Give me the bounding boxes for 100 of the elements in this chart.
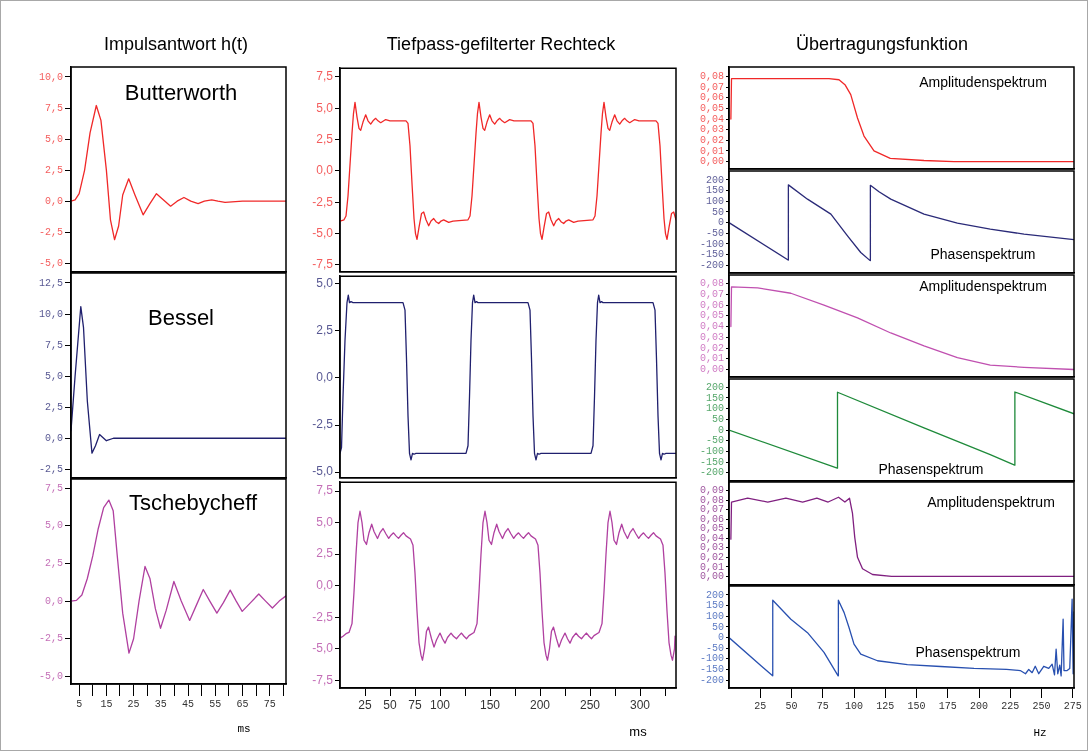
y-tick-label: 10,0 (38, 71, 63, 83)
y-tick-label: 100 (705, 195, 724, 207)
x-axis-title: ms (237, 722, 251, 735)
y-tick-label: 150 (705, 185, 724, 197)
y-tick-label: 0,04 (699, 113, 724, 125)
y-tick-label: 5,0 (316, 276, 334, 291)
x-tick-label: 45 (182, 698, 195, 710)
y-tick-label: 7,5 (316, 69, 334, 84)
x-tick-label: 65 (236, 698, 249, 710)
y-tick-label: 0,07 (699, 81, 724, 93)
y-tick-label: 0,04 (699, 321, 724, 333)
x-tick-label: 5 (76, 698, 83, 710)
x-tick-label: 200 (529, 697, 551, 712)
annotation: Phasenspektrum (930, 246, 1036, 262)
y-tick-label: 0 (717, 424, 724, 436)
x-tick-label: 150 (479, 697, 501, 712)
y-tick-label: -100 (699, 238, 724, 250)
y-tick-label: -100 (699, 445, 724, 457)
x-tick-label: 125 (876, 700, 895, 712)
x-tick-label: 50 (785, 700, 798, 712)
x-tick-label: 75 (263, 698, 276, 710)
y-tick-label: 0,03 (699, 331, 724, 343)
y-tick-label: 2,5 (316, 131, 334, 146)
y-tick-label: 7,5 (44, 482, 63, 494)
y-tick-label: 0,01 (699, 353, 724, 365)
y-tick-label: -2,5 (38, 463, 63, 475)
y-tick-label: 0,02 (699, 134, 724, 146)
y-tick-label: 0,0 (44, 432, 63, 444)
y-tick-label: 0,00 (699, 364, 724, 376)
y-tick-label: -200 (699, 467, 724, 479)
y-tick-label: 0,03 (699, 542, 724, 554)
y-tick-label: 0,08 (699, 278, 724, 290)
y-tick-label: 100 (705, 403, 724, 415)
x-tick-label: 15 (100, 698, 113, 710)
y-tick-label: -2,5 (38, 633, 63, 645)
y-tick-label: -200 (699, 674, 724, 686)
y-tick-label: 0,01 (699, 145, 724, 157)
y-tick-label: -50 (705, 642, 724, 654)
x-tick-label: 100 (844, 700, 864, 712)
y-tick-label: 50 (711, 621, 724, 633)
y-tick-label: 200 (705, 381, 724, 393)
x-tick-label: 275 (1063, 700, 1082, 712)
y-tick-label: -2,5 (38, 226, 63, 238)
y-tick-label: -150 (699, 456, 724, 468)
annotation: Amplitudenspektrum (919, 74, 1047, 90)
x-tick-label: 250 (579, 697, 601, 712)
annotation: Amplitudenspektrum (919, 278, 1047, 294)
y-tick-label: 0,0 (44, 595, 63, 607)
y-tick-label: 200 (705, 589, 724, 601)
annotation: Phasenspektrum (878, 461, 984, 477)
x-tick-label: 35 (154, 698, 167, 710)
y-tick-label: 0 (717, 217, 724, 229)
y-tick-label: 5,0 (44, 520, 63, 532)
y-tick-label: -5,0 (38, 671, 63, 683)
annotation: Butterworth (124, 80, 238, 105)
x-tick-label: 225 (1001, 700, 1020, 712)
y-tick-label: 0,07 (699, 288, 724, 300)
x-tick-label: 250 (1032, 700, 1051, 712)
y-tick-label: 0,0 (316, 578, 334, 593)
x-axis-title: Hz (1033, 726, 1047, 739)
y-tick-label: -5,0 (312, 464, 334, 479)
x-tick-label: 175 (938, 700, 957, 712)
x-tick-label: 150 (907, 700, 926, 712)
annotation: Phasenspektrum (915, 644, 1021, 660)
y-tick-label: 7,5 (316, 483, 334, 498)
x-tick-label: 25 (127, 698, 140, 710)
y-tick-label: 100 (705, 610, 724, 622)
y-tick-label: 5,0 (44, 133, 63, 145)
x-tick-label: 75 (408, 697, 422, 712)
y-tick-label: 0,02 (699, 342, 724, 354)
y-tick-label: 0,08 (699, 494, 724, 506)
y-tick-label: -5,0 (312, 641, 334, 656)
y-tick-label: -150 (699, 249, 724, 261)
y-tick-label: 5,0 (316, 100, 334, 115)
y-tick-label: 0,06 (699, 299, 724, 311)
x-tick-label: 200 (969, 700, 989, 712)
y-tick-label: 50 (711, 413, 724, 425)
y-tick-label: 50 (711, 206, 724, 218)
y-tick-label: 0,05 (699, 523, 724, 535)
y-tick-label: 2,5 (316, 546, 334, 561)
y-tick-label: 150 (705, 600, 724, 612)
y-tick-label: 150 (705, 392, 724, 404)
y-tick-label: -150 (699, 664, 724, 676)
y-tick-label: -50 (705, 227, 724, 239)
y-tick-label: 2,5 (44, 164, 63, 176)
y-tick-label: 0,00 (699, 571, 724, 583)
y-tick-label: -5,0 (38, 257, 63, 269)
chart-title: Impulsantwort h(t) (103, 34, 249, 54)
x-tick-label: 55 (209, 698, 222, 710)
y-tick-label: 0,0 (44, 195, 63, 207)
y-tick-label: 0,05 (699, 310, 724, 322)
x-tick-label: 25 (754, 700, 767, 712)
y-tick-label: -7,5 (312, 257, 334, 272)
y-tick-label: 7,5 (44, 339, 63, 351)
x-tick-label: 50 (383, 697, 397, 712)
y-tick-label: 7,5 (44, 102, 63, 114)
x-tick-label: 25 (358, 697, 372, 712)
y-tick-label: 0,04 (699, 532, 724, 544)
y-tick-label: -5,0 (312, 225, 334, 240)
y-tick-label: 0,07 (699, 504, 724, 516)
